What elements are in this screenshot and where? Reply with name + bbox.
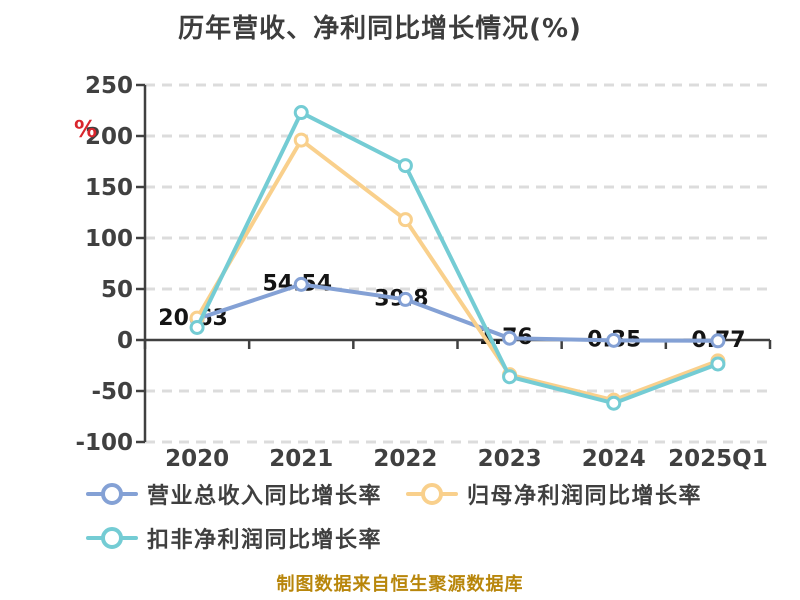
y-axis-tick-label: 150 <box>85 175 133 201</box>
data-point <box>502 330 518 346</box>
legend-row-1: 营业总收入同比增长率 归母净利润同比增长率 <box>86 472 792 516</box>
data-point <box>502 369 518 385</box>
series-line-0 <box>195 282 720 343</box>
y-axis-tick-label: 250 <box>85 73 133 99</box>
line-marker-icon <box>86 527 138 549</box>
x-axis-label: 2023 <box>478 446 542 472</box>
y-axis-tick-label: 200 <box>85 124 133 150</box>
data-point <box>606 395 622 411</box>
series-line-1 <box>195 138 720 403</box>
data-point <box>397 158 413 174</box>
x-axis-label: 2020 <box>165 446 229 472</box>
data-point <box>397 212 413 228</box>
x-axis-label: 2022 <box>373 446 437 472</box>
y-axis-tick-label: 0 <box>117 328 133 354</box>
legend-label-deducted-profit-growth: 扣非净利润同比增长率 <box>147 528 383 553</box>
data-point <box>397 291 413 307</box>
line-marker-icon <box>406 483 459 505</box>
data-point <box>293 132 309 148</box>
legend-label-revenue-growth: 营业总收入同比增长率 <box>147 484 383 509</box>
chart-title: 历年营收、净利同比增长情况(%) <box>178 14 582 44</box>
legend-item-net-profit-growth[interactable]: 归母净利润同比增长率 <box>406 478 702 510</box>
y-axis-unit-label: % <box>74 117 97 143</box>
y-axis-tick-label: 50 <box>101 277 133 303</box>
data-point <box>189 319 205 335</box>
legend-row-2: 扣非净利润同比增长率 <box>86 516 792 560</box>
data-point <box>606 332 622 348</box>
data-point <box>293 276 309 292</box>
data-point <box>293 105 309 121</box>
data-point <box>710 356 726 372</box>
y-axis-tick-label: 100 <box>85 226 133 252</box>
y-axis-tick-label: -50 <box>91 379 133 405</box>
chart-canvas: 250 200 150 100 50 0 -50 -100% 2020 2021 2022 2023 2… <box>74 73 772 472</box>
x-axis-label: 2025Q1 <box>668 446 768 472</box>
series-line-2 <box>195 110 720 406</box>
x-axis-label: 2021 <box>269 446 333 472</box>
legend-label-net-profit-growth: 归母净利润同比增长率 <box>467 484 703 509</box>
source-note: 制图数据来自恒生聚源数据库 <box>276 574 524 595</box>
x-axis-label: 2024 <box>582 446 646 472</box>
legend-item-deducted-profit-growth[interactable]: 扣非净利润同比增长率 <box>86 522 382 554</box>
y-axis-tick-label: -100 <box>75 430 133 456</box>
legend: 营业总收入同比增长率 归母净利润同比增长率 扣非净利润同比增长率 <box>86 472 792 560</box>
data-point <box>710 333 726 349</box>
line-marker-icon <box>86 483 138 505</box>
legend-item-revenue-growth[interactable]: 营业总收入同比增长率 <box>86 478 382 510</box>
